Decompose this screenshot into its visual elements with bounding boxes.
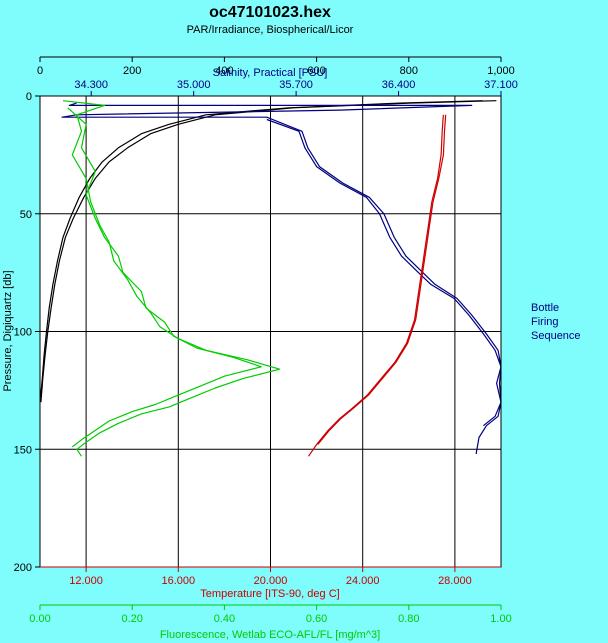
temperature-axis: 12.000 16.000 20.000 24.000 28.000	[40, 567, 501, 587]
legend: Bottle Firing Sequence	[531, 302, 581, 342]
temperature-tick-label: 28.000	[438, 575, 472, 587]
legend-line-2: Firing	[531, 316, 559, 328]
salinity-tick-label: 37.100	[484, 79, 518, 91]
temperature-tick-label: 24.000	[346, 575, 380, 587]
salinity-tick-label: 35.000	[177, 79, 211, 91]
y-tick-label: 50	[20, 209, 32, 221]
y-tick-label: 200	[14, 562, 32, 574]
pressure-axis: 0 50 100 150 200	[14, 91, 40, 574]
legend-line-1: Bottle	[531, 302, 559, 314]
chart-title: oc47101023.hex	[209, 4, 331, 21]
y-tick-label: 0	[26, 91, 32, 103]
salinity-tick-label: 36.400	[382, 79, 416, 91]
temperature-tick-label: 20.000	[254, 575, 288, 587]
fluorescence-axis: 0.00 0.20 0.40 0.60 0.80 1.00	[29, 605, 511, 625]
fluorescence-axis-label: Fluorescence, Wetlab ECO-AFL/FL [mg/m^3]	[160, 629, 380, 641]
fluorescence-tick-label: 0.80	[398, 613, 419, 625]
legend-line-3: Sequence	[531, 330, 581, 342]
salinity-axis-label: Salinity, Practical [PSU]	[213, 67, 328, 79]
salinity-tick-label: 34.300	[74, 79, 108, 91]
y-tick-label: 100	[14, 327, 32, 339]
temperature-tick-label: 12.000	[69, 575, 103, 587]
fluorescence-tick-label: 1.00	[490, 613, 511, 625]
y-tick-label: 150	[14, 444, 32, 456]
par-tick-label: 1,000	[487, 65, 515, 77]
temperature-tick-label: 16.000	[161, 575, 195, 587]
fluorescence-tick-label: 0.40	[214, 613, 235, 625]
par-axis-label: PAR/Irradiance, Biospherical/Licor	[187, 24, 354, 36]
pressure-axis-label: Pressure, Digiquartz [db]	[2, 270, 14, 391]
temperature-axis-label: Temperature [ITS-90, deg C]	[200, 588, 339, 600]
salinity-axis: 34.300 35.000 35.700 36.400 37.100	[40, 79, 518, 96]
salinity-tick-label: 35.700	[279, 79, 313, 91]
par-tick-label: 800	[400, 65, 418, 77]
fluorescence-tick-label: 0.20	[121, 613, 142, 625]
fluorescence-tick-label: 0.00	[29, 613, 50, 625]
par-tick-label: 0	[37, 65, 43, 77]
par-tick-label: 200	[123, 65, 141, 77]
fluorescence-tick-label: 0.60	[306, 613, 327, 625]
